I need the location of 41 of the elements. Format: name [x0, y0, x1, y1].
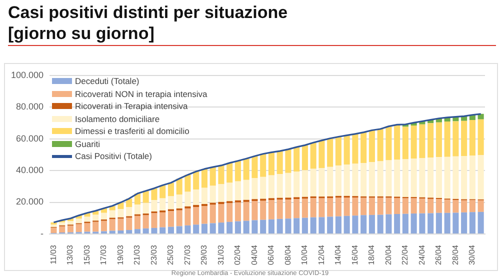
x-tick-label: 27/03: [182, 244, 192, 266]
x-tick-label: 28/04: [450, 244, 460, 266]
x-tick-label: 17/03: [99, 244, 108, 266]
x-tick-label: 10/04: [300, 244, 310, 266]
legend-label: Deceduti (Totale): [75, 75, 140, 88]
x-tick-label: 13/03: [66, 244, 75, 266]
x-tick-label: 31/03: [216, 244, 226, 266]
legend-label: Ricoverati in Terapia intensiva: [75, 100, 188, 112]
x-tick-label: 04/04: [250, 244, 259, 266]
x-tick-label: 15/03: [82, 244, 92, 266]
x-tick-label: 02/04: [233, 244, 242, 266]
y-tick-label: 40.000: [16, 165, 44, 176]
legend-label: Isolamento domiciliare: [75, 112, 160, 125]
x-tick-label: 19/03: [116, 244, 125, 266]
x-tick-label: 21/03: [132, 244, 142, 266]
x-tick-label: 11/03: [48, 244, 58, 264]
y-tick-label: 20.000: [16, 196, 44, 207]
chart-title: Casi positivi distinti per situazione: [8, 2, 289, 23]
legend-label: Dimessi e trasferiti al domicilio: [75, 125, 190, 138]
y-tick-label: 80.000: [16, 102, 44, 112]
chart-subtitle: [giorno su giorno]: [8, 23, 156, 44]
x-tick-label: 06/04: [266, 244, 276, 266]
x-tick-label: 12/04: [316, 244, 326, 266]
x-tick-label: 14/04: [334, 244, 343, 266]
x-tick-label: 30/04: [468, 244, 477, 266]
y-tick-label: 100.000: [10, 70, 44, 80]
x-tick-label: 20/04: [384, 244, 393, 266]
x-tick-label: 29/03: [200, 244, 209, 266]
x-tick-label: 23/03: [149, 244, 158, 266]
x-tick-label: 24/04: [417, 244, 426, 266]
x-tick-label: 16/04: [350, 244, 360, 266]
x-tick-label: 18/04: [367, 244, 376, 266]
y-tick-label: -: [40, 228, 44, 238]
legend-label: Guariti: [75, 138, 100, 150]
x-tick-label: 08/04: [283, 244, 292, 266]
y-tick-label: 60.000: [16, 133, 44, 144]
legend-label: Ricoverati NON in terapia intensiva: [75, 88, 208, 100]
x-tick-label: 22/04: [400, 244, 410, 266]
x-tick-label: 25/03: [166, 244, 176, 266]
x-tick-label: 26/04: [434, 244, 444, 266]
legend-label: Casi Positivi (Totale): [75, 150, 152, 162]
